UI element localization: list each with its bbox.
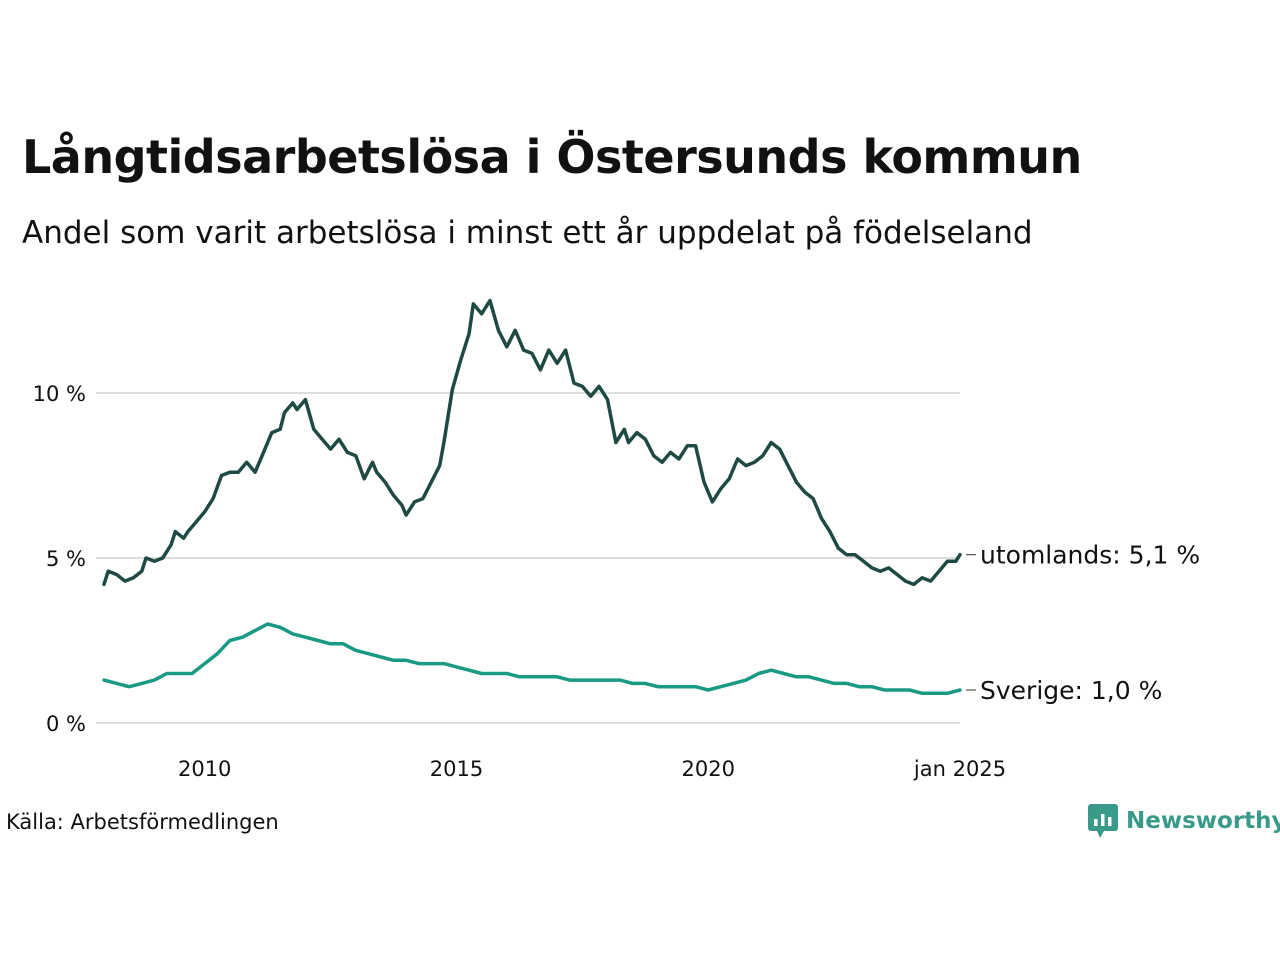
y-tick-label: 10 %: [33, 382, 86, 406]
x-tick-label: jan 2025: [913, 757, 1006, 781]
y-axis-ticks: 0 % 5 % 10 %: [33, 382, 86, 736]
y-tick-label: 0 %: [46, 712, 86, 736]
source-note: Källa: Arbetsförmedlingen: [6, 810, 279, 834]
brand-name: Newsworthy: [1126, 808, 1280, 834]
chart-title: Långtidsarbetslösa i Östersunds kommun: [22, 130, 1082, 184]
x-tick-label: 2020: [682, 757, 735, 781]
chart-subtitle: Andel som varit arbetslösa i minst ett å…: [22, 215, 1033, 251]
series-end-label-sverige: Sverige: 1,0 %: [980, 676, 1162, 705]
series-lines: [102, 298, 962, 696]
x-axis-ticks: 2010 2015 2020 jan 2025: [178, 757, 1006, 781]
gridlines: [96, 392, 960, 724]
y-tick-label: 5 %: [46, 547, 86, 571]
x-tick-label: 2010: [178, 757, 231, 781]
series-line-utomlands: [102, 298, 962, 587]
series-line-sverige: [102, 622, 962, 696]
series-end-labels: utomlands: 5,1 % Sverige: 1,0 %: [966, 541, 1200, 705]
brand-logo: Newsworthy: [1088, 804, 1280, 838]
series-end-label-utomlands: utomlands: 5,1 %: [980, 541, 1200, 570]
x-tick-label: 2015: [430, 757, 483, 781]
newsworthy-logo-icon: [1088, 804, 1118, 838]
